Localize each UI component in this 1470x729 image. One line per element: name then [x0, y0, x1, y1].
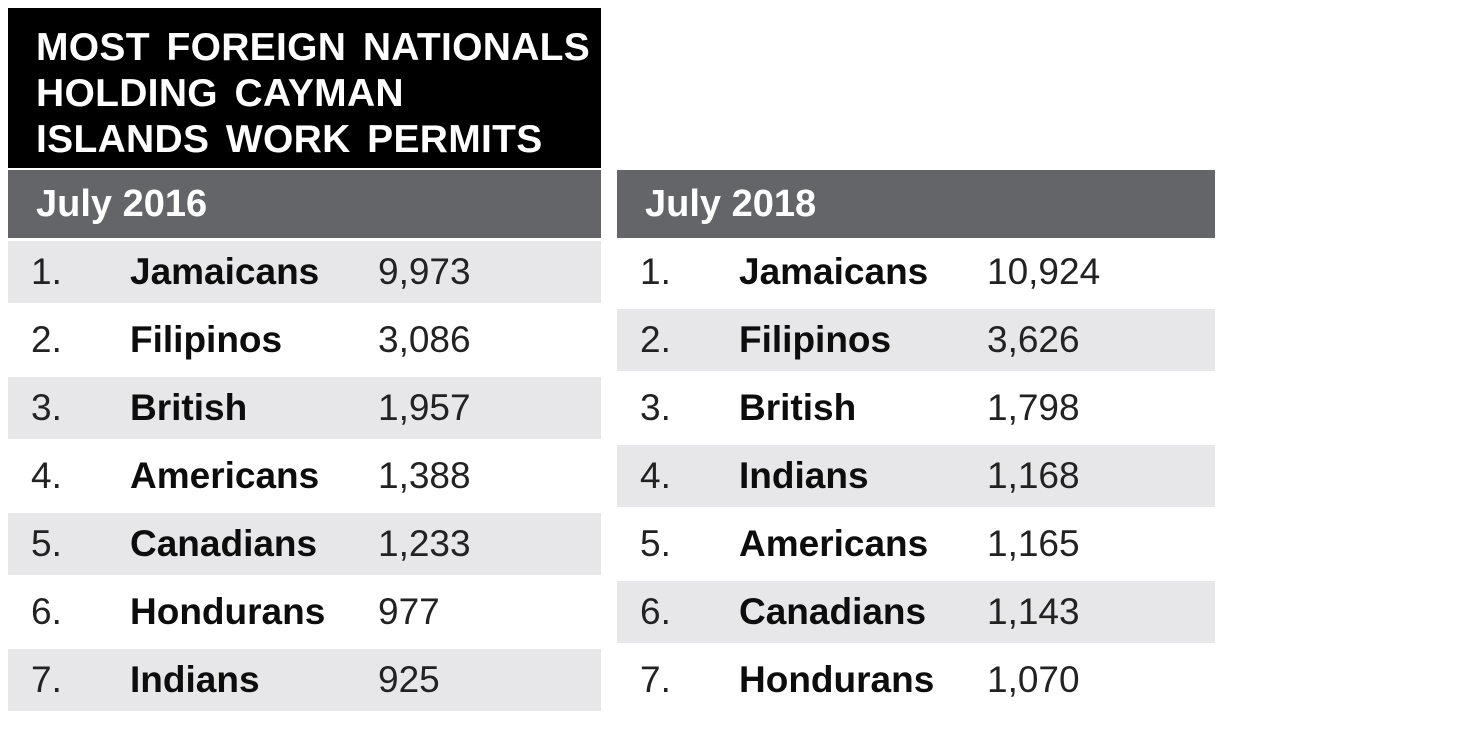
table-row: 4. Americans 1,388: [8, 442, 601, 510]
rank-number: 6.: [640, 591, 671, 632]
permit-count: 1,165: [987, 523, 1080, 564]
nationality-name: British: [739, 387, 857, 428]
period-header-july-2016: July 2016: [8, 170, 601, 238]
rank-number: 5.: [31, 523, 62, 564]
permit-count: 1,070: [987, 659, 1080, 700]
nationality-name: Filipinos: [130, 319, 283, 360]
permit-count: 1,143: [987, 591, 1080, 632]
table-row: 1. Jamaicans 9,973: [8, 238, 601, 306]
title-line-2: HOLDING CAYMAN: [36, 72, 404, 115]
rank-number: 2.: [640, 319, 671, 360]
rank-number: 1.: [640, 251, 671, 292]
permit-count: 1,168: [987, 455, 1080, 496]
permit-count: 1,233: [378, 523, 471, 564]
period-header-july-2018: July 2018: [617, 170, 1215, 238]
nationality-name: Filipinos: [739, 319, 892, 360]
permit-count: 1,798: [987, 387, 1080, 428]
rank-number: 2.: [31, 319, 62, 360]
table-row: 3. British 1,957: [8, 374, 601, 442]
table-row: 1. Jamaicans 10,924: [617, 238, 1215, 306]
nationality-name: Indians: [130, 659, 260, 700]
table-july-2018: 1. Jamaicans 10,924 2. Filipinos 3,626 3…: [617, 238, 1215, 714]
panel-july-2018: July 2018 1. Jamaicans 10,924 2. Filipin…: [617, 8, 1215, 714]
nationality-name: Hondurans: [130, 591, 326, 632]
title-spacer: [617, 8, 1215, 170]
table-row: 7. Hondurans 1,070: [617, 646, 1215, 714]
rank-number: 7.: [31, 659, 62, 700]
table-row: 6. Canadians 1,143: [617, 578, 1215, 646]
rank-number: 1.: [31, 251, 62, 292]
rank-number: 5.: [640, 523, 671, 564]
title-line-3: ISLANDS WORK PERMITS: [36, 118, 543, 161]
nationality-name: Americans: [739, 523, 929, 564]
rank-number: 3.: [640, 387, 671, 428]
table-row: 5. Canadians 1,233: [8, 510, 601, 578]
nationality-name: Hondurans: [739, 659, 935, 700]
permit-count: 925: [378, 659, 440, 700]
table-row: 6. Hondurans 977: [8, 578, 601, 646]
table-row: 2. Filipinos 3,626: [617, 306, 1215, 374]
rank-number: 4.: [640, 455, 671, 496]
rank-number: 7.: [640, 659, 671, 700]
nationality-name: Jamaicans: [739, 251, 929, 292]
nationality-name: Canadians: [739, 591, 927, 632]
permit-count: 1,388: [378, 455, 471, 496]
table-july-2016: 1. Jamaicans 9,973 2. Filipinos 3,086 3.…: [8, 238, 601, 714]
period-label: July 2016: [36, 182, 208, 225]
panel-july-2016: MOST FOREIGN NATIONALS HOLDING CAYMAN IS…: [8, 8, 601, 714]
nationality-name: Jamaicans: [130, 251, 320, 292]
permit-count: 10,924: [987, 251, 1101, 292]
permit-count: 9,973: [378, 251, 471, 292]
rank-number: 3.: [31, 387, 62, 428]
rank-number: 6.: [31, 591, 62, 632]
table-row: 2. Filipinos 3,086: [8, 306, 601, 374]
permit-count: 1,957: [378, 387, 471, 428]
permit-count: 3,626: [987, 319, 1080, 360]
permit-count: 977: [378, 591, 440, 632]
table-row: 4. Indians 1,168: [617, 442, 1215, 510]
permit-count: 3,086: [378, 319, 471, 360]
nationality-name: British: [130, 387, 248, 428]
rank-number: 4.: [31, 455, 62, 496]
period-label: July 2018: [645, 182, 817, 225]
table-row: 7. Indians 925: [8, 646, 601, 714]
table-row: 3. British 1,798: [617, 374, 1215, 442]
infographic-title: MOST FOREIGN NATIONALS HOLDING CAYMAN IS…: [8, 8, 601, 168]
table-row: 5. Americans 1,165: [617, 510, 1215, 578]
nationality-name: Indians: [739, 455, 869, 496]
nationality-name: Canadians: [130, 523, 318, 564]
nationality-name: Americans: [130, 455, 320, 496]
title-line-1: MOST FOREIGN NATIONALS: [36, 26, 591, 69]
